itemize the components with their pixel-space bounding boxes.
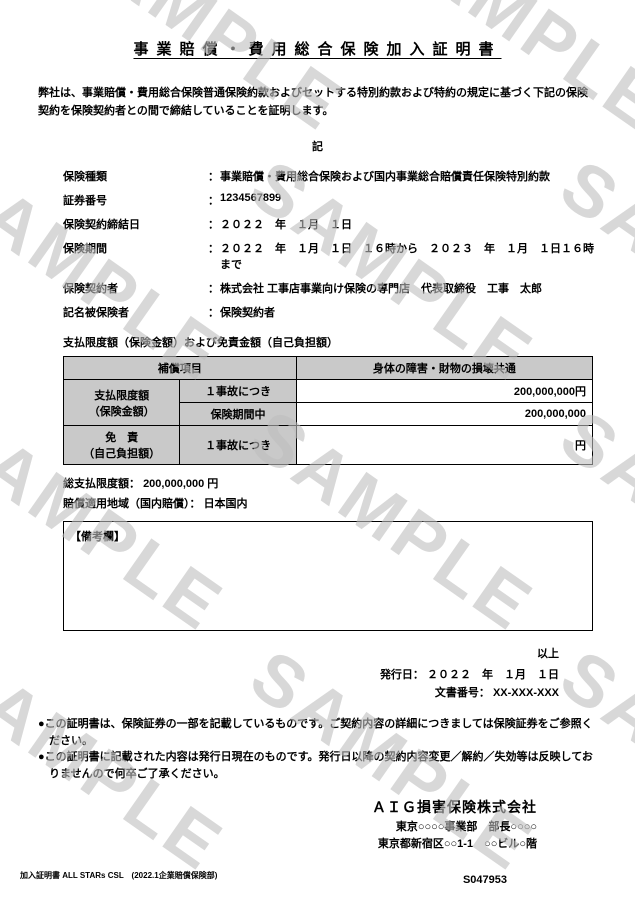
field-holder-label: 保険契約者 [63,280,208,296]
field-type: 保険種類 ： 事業賠償・費用総合保険および国内事業総合賠償責任保険特別約款 [63,168,597,184]
remarks-box: 【備考欄】 [63,521,593,631]
field-type-label: 保険種類 [63,168,208,184]
doc-title: 事業賠償・費用総合保険加入証明書 [38,38,597,59]
field-holder-value: 株式会社 工事店事業向け保険の専門店 代表取締役 工事 太郎 [220,280,597,296]
field-period-value: ２０２２ 年 １月 １日 １６時から ２０２３ 年 １月 １日１６時まで [220,240,597,272]
deduct-value: 円 [296,426,592,465]
total-value: 200,000,000 円 [143,478,218,490]
colon: ： [208,280,220,296]
company-name: ＡＩＧ損害保険株式会社 [38,796,537,818]
doc-no-label: 文書番号： [435,687,490,699]
limit-section-label: 支払限度額（保険金額）および免責金額（自己負担額） [63,334,597,350]
company-dept: 東京○○○○事業部 部長○○○○ [38,819,537,837]
field-insured-value: 保険契約者 [220,304,597,320]
total-limit: 総支払限度額： 200,000,000 円 [63,475,597,491]
ki-marker: 記 [38,138,597,154]
issue-date-value: ２０２２ 年 １月 １日 [427,669,559,681]
table-row: 補償項目 身体の障害・財物の損壊共通 [64,357,593,380]
colon: ： [208,168,220,184]
col1-header: 補償項目 [64,357,297,380]
colon: ： [208,304,220,320]
per-accident-value: 200,000,000円 [296,380,592,403]
total-label: 総支払限度額： [63,478,140,490]
colon: ： [208,216,220,232]
company-block: ＡＩＧ損害保険株式会社 東京○○○○事業部 部長○○○○ 東京都新宿区○○1-1… [38,796,537,854]
field-insured: 記名被保険者 ： 保険契約者 [63,304,597,320]
during-period-label: 保険期間中 [180,403,296,426]
limit-label-1: 支払限度額 [94,390,149,402]
field-contract-date: 保険契約締結日 ： ２０２２ 年 １月 １日 [63,216,597,232]
ijo: 以上 [38,645,559,661]
coverage-table: 補償項目 身体の障害・財物の損壊共通 支払限度額 （保険金額） １事故につき 2… [63,356,593,465]
field-contract-date-label: 保険契約締結日 [63,216,208,232]
field-policy-label: 証券番号 [63,192,208,208]
remarks-label: 【備考欄】 [70,528,586,544]
field-period: 保険期間 ： ２０２２ 年 １月 １日 １６時から ２０２３ 年 １月 １日１６… [63,240,597,272]
deduct-per-accident: １事故につき [180,426,296,465]
issue-block: 発行日： ２０２２ 年 １月 １日 文書番号： XX-XXX-XXX [38,667,559,702]
colon: ： [208,240,220,272]
deduct-label: 免 責 （自己負担額） [64,426,180,465]
issue-date-label: 発行日： [380,669,424,681]
intro-text: 弊社は、事業賠償・費用総合保険普通保険約款およびセットする特別約款および特約の規… [38,85,597,120]
limit-label: 支払限度額 （保険金額） [64,380,180,426]
field-policy: 証券番号 ： 1234567899 [63,192,597,208]
coverage-area: 賠償適用地域（国内賠償）： 日本国内 [63,495,597,511]
colon: ： [208,192,220,208]
deduct-label-1: 免 責 [105,432,138,444]
during-period-value: 200,000,000 [296,403,592,426]
limit-label-2: （保険金額） [89,406,155,418]
field-holder: 保険契約者 ： 株式会社 工事店事業向け保険の専門店 代表取締役 工事 太郎 [63,280,597,296]
doc-number: S047953 [38,874,507,886]
note-2: ●この証明書に記載された内容は発行日現在のものです。発行日以降の契約内容変更／解… [38,749,597,782]
area-label: 賠償適用地域（国内賠償）： [63,498,201,510]
field-policy-value: 1234567899 [220,192,597,208]
table-row: 支払限度額 （保険金額） １事故につき 200,000,000円 [64,380,593,403]
notes: ●この証明書は、保険証券の一部を記載しているものです。ご契約内容の詳細につきまし… [38,716,597,782]
area-value: 日本国内 [204,498,248,510]
company-addr: 東京都新宿区○○1-1 ○○ビル○階 [38,836,537,854]
field-contract-date-value: ２０２２ 年 １月 １日 [220,216,597,232]
field-period-label: 保険期間 [63,240,208,272]
table-row: 免 責 （自己負担額） １事故につき 円 [64,426,593,465]
field-insured-label: 記名被保険者 [63,304,208,320]
per-accident-label: １事故につき [180,380,296,403]
field-type-value: 事業賠償・費用総合保険および国内事業総合賠償責任保険特別約款 [220,168,597,184]
deduct-label-2: （自己負担額） [83,448,160,460]
note-1: ●この証明書は、保険証券の一部を記載しているものです。ご契約内容の詳細につきまし… [38,716,597,749]
doc-no-value: XX-XXX-XXX [493,687,559,699]
col2-header: 身体の障害・財物の損壊共通 [296,357,592,380]
